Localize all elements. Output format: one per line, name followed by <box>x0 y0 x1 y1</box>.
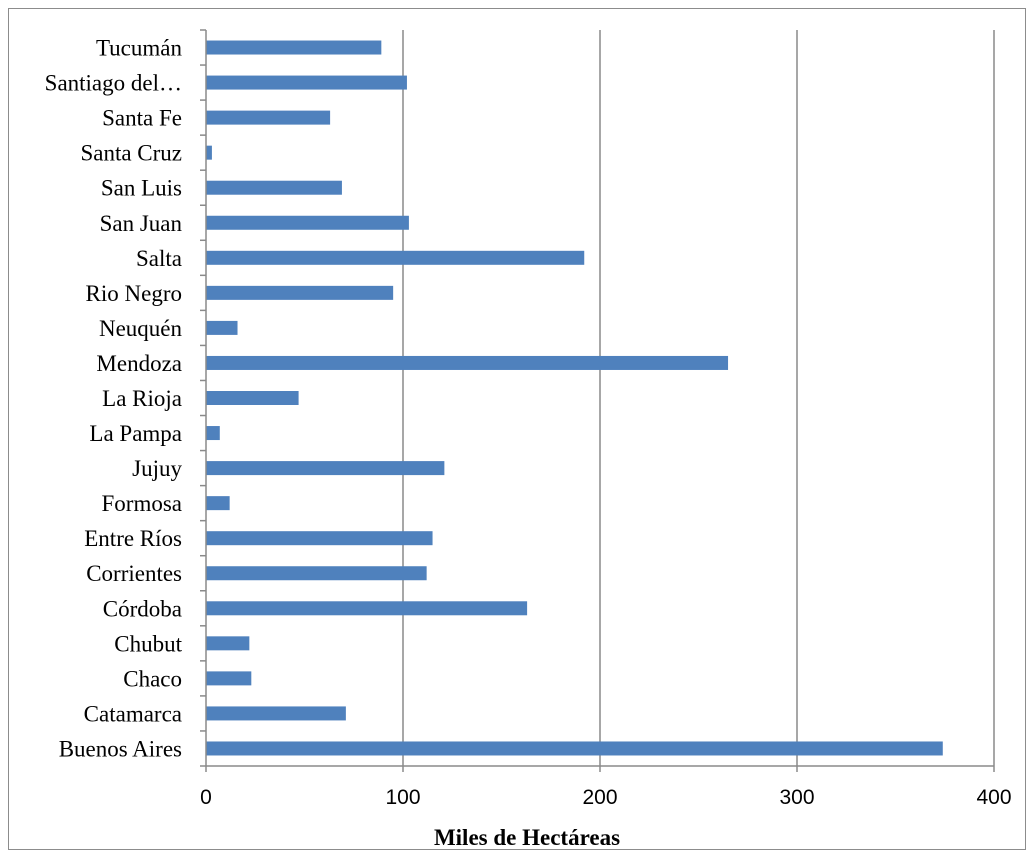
gridlines <box>402 30 995 766</box>
category-label: Salta <box>136 246 182 271</box>
bar <box>206 250 585 265</box>
x-axis-title: Miles de Hectáreas <box>434 825 620 850</box>
bar <box>206 531 433 546</box>
category-label: Chubut <box>114 631 182 656</box>
bar <box>206 75 407 90</box>
x-tick-label: 300 <box>779 786 814 809</box>
x-tick-label: 200 <box>582 786 617 809</box>
category-label: Tucumán <box>96 36 183 61</box>
chart-frame <box>8 8 1026 850</box>
x-tick-label: 0 <box>200 786 212 809</box>
category-labels: Tucumán Santiago del… Santa Fe Santa Cruz Sa… <box>45 36 183 762</box>
category-label: Córdoba <box>103 596 182 621</box>
category-label: Catamarca <box>84 701 182 726</box>
x-tick-labels: 0 100 200 300 400 <box>200 786 1011 809</box>
bar <box>206 215 409 230</box>
x-tick-label: 400 <box>976 786 1011 809</box>
bar <box>206 706 346 721</box>
bar <box>206 461 445 476</box>
category-label: Mendoza <box>96 351 182 376</box>
category-label: Santa Cruz <box>80 141 182 166</box>
bar <box>206 320 238 335</box>
category-label: Entre Ríos <box>84 526 182 551</box>
category-label: Formosa <box>102 491 183 516</box>
bar <box>206 426 220 441</box>
bar <box>206 391 299 405</box>
category-label: Buenos Aires <box>59 736 182 761</box>
category-label: Santa Fe <box>102 106 182 131</box>
category-label: La Pampa <box>89 421 182 446</box>
axes <box>200 29 995 772</box>
bar <box>206 180 342 195</box>
category-label: Santiago del… <box>45 71 182 96</box>
x-tick-label: 100 <box>385 786 420 809</box>
category-label: Corrientes <box>86 561 182 586</box>
category-label: San Luis <box>101 176 182 201</box>
bar <box>206 636 250 651</box>
bars <box>206 40 943 756</box>
bar <box>206 285 394 300</box>
category-label: Jujuy <box>132 456 182 481</box>
bar <box>206 145 212 160</box>
bar <box>206 671 252 686</box>
bar <box>206 496 230 511</box>
bar <box>206 741 943 756</box>
category-label: La Rioja <box>102 386 182 411</box>
category-label: Chaco <box>123 666 182 691</box>
bar <box>206 355 729 370</box>
bar <box>206 110 331 125</box>
bar <box>206 601 528 616</box>
bar <box>206 566 427 581</box>
category-label: San Juan <box>100 211 183 236</box>
category-label: Rio Negro <box>86 281 182 306</box>
bar <box>206 40 382 55</box>
category-label: Neuquén <box>99 316 183 341</box>
